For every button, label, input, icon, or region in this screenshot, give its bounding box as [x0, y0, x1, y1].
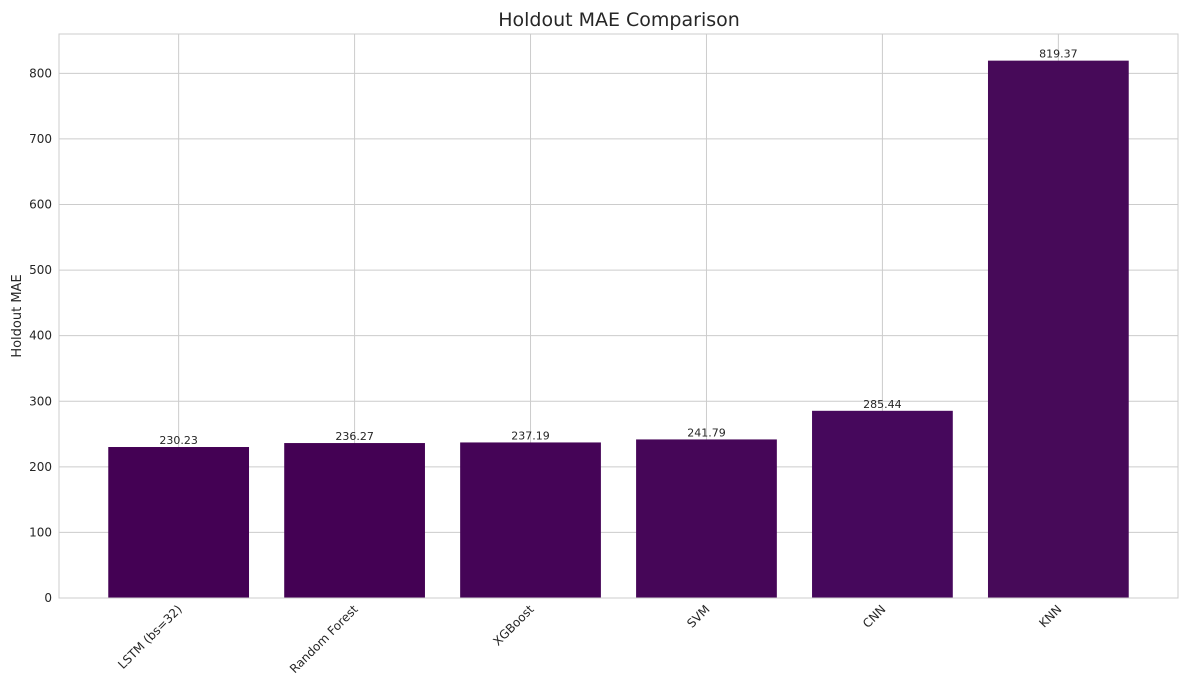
bar — [284, 443, 425, 598]
bar-value-label: 241.79 — [687, 426, 726, 439]
x-tick-label: SVM — [684, 602, 712, 630]
x-tick-label: XGBoost — [490, 602, 536, 648]
bar-value-label: 230.23 — [159, 434, 198, 447]
bar — [108, 447, 250, 598]
y-tick-label: 0 — [44, 591, 52, 605]
y-tick-label: 100 — [29, 525, 52, 539]
chart-title: Holdout MAE Comparison — [498, 9, 740, 31]
bar — [812, 410, 953, 598]
y-tick-label: 500 — [29, 263, 52, 277]
y-tick-label: 300 — [29, 394, 52, 408]
x-tick-label: Random Forest — [287, 602, 361, 676]
y-tick-label: 400 — [29, 329, 52, 343]
bar-value-label: 819.37 — [1039, 48, 1078, 61]
y-tick-label: 700 — [29, 132, 52, 146]
x-tick-label: CNN — [860, 602, 889, 631]
bar — [636, 439, 777, 598]
y-axis-label: Holdout MAE — [10, 274, 25, 357]
x-axis-ticks: LSTM (bs=32) Random Forest XGBoost SVM CNN KN… — [115, 602, 1064, 676]
x-tick-label: LSTM (bs=32) — [115, 602, 185, 672]
bars — [108, 60, 1129, 598]
bar-value-label: 236.27 — [335, 430, 374, 443]
y-tick-label: 800 — [29, 66, 52, 80]
y-axis-ticks: 0 100 200 300 400 500 600 700 800 — [29, 66, 52, 605]
bar — [987, 60, 1129, 598]
x-tick-label: KNN — [1036, 602, 1064, 630]
bar-value-label: 285.44 — [863, 398, 902, 411]
data-labels: 230.23 236.27 237.19 241.79 285.44 819.37 — [159, 48, 1077, 447]
plot-frame — [58, 33, 1179, 599]
y-tick-label: 600 — [29, 198, 52, 212]
bar-value-label: 237.19 — [511, 429, 550, 442]
y-tick-label: 200 — [29, 460, 52, 474]
bar — [460, 442, 601, 598]
